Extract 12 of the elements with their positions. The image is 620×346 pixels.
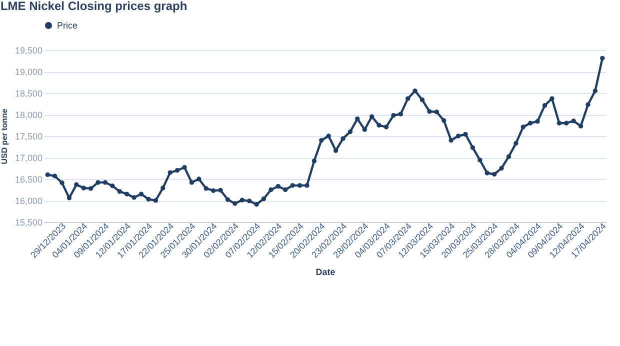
y-tick-label: 18,500	[14, 88, 42, 98]
legend-label: Price	[57, 20, 78, 30]
x-axis-title: Date	[316, 266, 336, 277]
y-tick-label: 17,500	[14, 132, 42, 142]
y-tick-label: 16,000	[14, 196, 42, 206]
y-tick-label: 19,500	[14, 46, 42, 56]
chart-title: LME Nickel Closing prices graph	[0, 0, 188, 13]
y-tick-label: 16,500	[14, 174, 42, 184]
y-tick-label: 17,000	[14, 153, 42, 163]
y-tick-label: 18,000	[14, 110, 42, 120]
y-axis-title: USD per tonne	[0, 108, 9, 164]
y-tick-label: 19,000	[14, 67, 42, 77]
